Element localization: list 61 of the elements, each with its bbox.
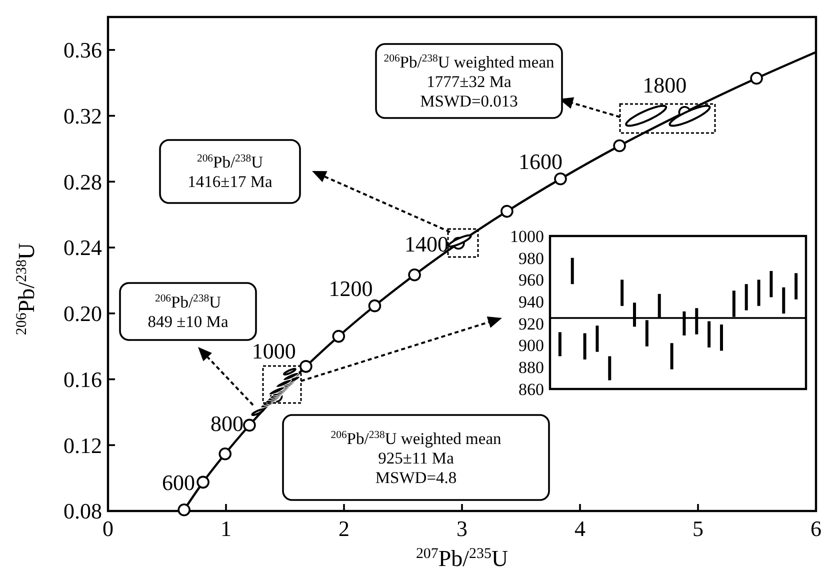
annotation: $^{206}$Pb/$^{238}$U weighted mean 1777±32 Ma MSWD=0.013 xyxy=(384,52,554,110)
y-tick-label: 0.12 xyxy=(64,432,102,458)
x-tick-label: 1 xyxy=(220,516,232,541)
bar xyxy=(570,258,574,284)
bar xyxy=(770,270,773,298)
annotation: 1600 xyxy=(518,148,562,174)
point xyxy=(178,503,190,516)
y-tick-label: 0.36 xyxy=(64,38,102,63)
annotation: $^{206}$Pb/$^{238}$U 1416±17 Ma xyxy=(188,152,274,192)
annotation: 1800 xyxy=(642,72,687,98)
bar xyxy=(596,326,599,352)
annotation: 600 xyxy=(162,470,196,496)
y-tick-label: 0.20 xyxy=(64,301,102,326)
annotation: 1200 xyxy=(328,276,373,301)
bar xyxy=(794,273,798,300)
point xyxy=(500,204,514,218)
point xyxy=(408,268,421,282)
x-tick-label: 4 xyxy=(574,516,586,541)
point xyxy=(613,139,626,152)
x-tick-label: 3 xyxy=(456,516,468,541)
y-tick-label: 980 xyxy=(518,248,544,268)
annotation: 1400 xyxy=(404,231,448,256)
point xyxy=(218,447,232,460)
annotation: $^{206}$Pb/$^{238}$U weighted mean 925±11 Ma MSWD=4.8 xyxy=(330,428,502,487)
bar xyxy=(744,284,748,310)
y-tick-label: 0.24 xyxy=(64,235,102,260)
y-tick-label: 0.16 xyxy=(64,366,102,392)
y-tick-label: 0.08 xyxy=(64,498,102,524)
bar xyxy=(782,287,786,314)
bar xyxy=(583,333,586,360)
bar xyxy=(608,356,612,380)
point xyxy=(300,360,312,373)
x-tick-label: 0 xyxy=(102,516,114,541)
annotation: $^{206}$Pb/$^{238}$U 849 ±10 Ma xyxy=(148,292,229,332)
y-tick-label: 0.28 xyxy=(64,169,102,194)
y-tick-label: 960 xyxy=(518,270,544,290)
bar xyxy=(670,343,674,370)
y-tick-label: 940 xyxy=(518,292,544,312)
x-tick-label: 5 xyxy=(692,516,704,541)
point xyxy=(368,299,382,312)
y-tick-label: 900 xyxy=(518,336,544,356)
x-tick-label: 6 xyxy=(810,516,822,541)
x-axis-title: $^{207}$Pb/$^{235}$U xyxy=(416,546,508,571)
point xyxy=(554,172,567,186)
bar xyxy=(757,280,760,306)
y-tick-label: 1000 xyxy=(510,226,544,246)
point xyxy=(243,418,256,432)
y-tick-label: 0.32 xyxy=(64,104,102,128)
annotation: 800 xyxy=(210,411,244,436)
y-tick-label: 920 xyxy=(518,314,544,334)
point xyxy=(332,330,346,343)
bar xyxy=(620,280,624,306)
x-tick-label: 2 xyxy=(338,516,350,541)
bar xyxy=(708,321,711,348)
bar xyxy=(720,324,723,351)
annotation: 1000 xyxy=(252,338,296,364)
point xyxy=(750,72,763,85)
y-tick-label: 880 xyxy=(518,358,544,378)
y-tick-label: 860 xyxy=(518,380,544,399)
bar xyxy=(558,332,562,356)
point xyxy=(196,476,210,489)
